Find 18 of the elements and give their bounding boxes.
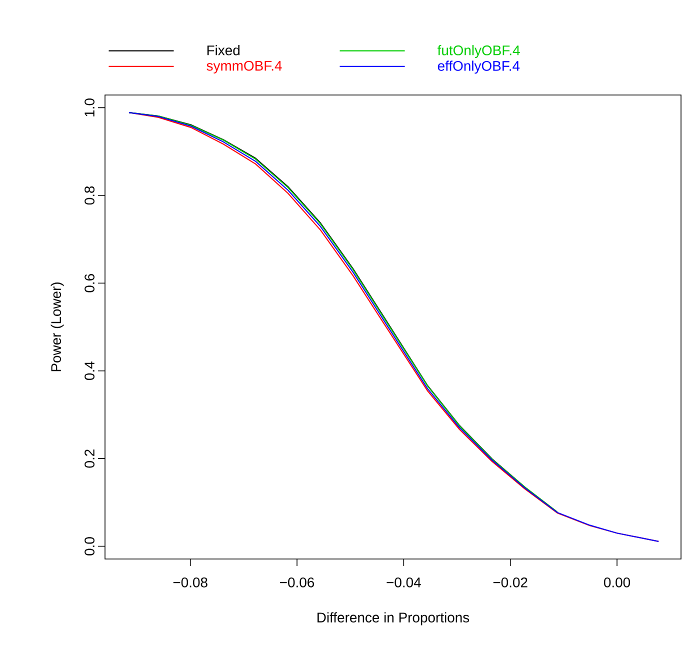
x-tick-label: −0.08 [173,577,208,588]
y-tick-label: 0.2 [84,450,94,468]
y-tick-label: 0.0 [84,537,94,556]
y-tick-label: 0.6 [84,274,94,292]
line-series [128,112,660,542]
x-axis-title: Difference in Proportions [318,612,470,626]
y-tick-label: 0.8 [84,186,94,205]
x-tick-label: −0.06 [280,577,314,588]
y-axis-title: Power (Lower) [50,282,64,372]
legend-label: futOnlyOBF.4 [438,45,520,58]
x-tick-label: −0.02 [493,577,528,588]
y-tick-label: 0.4 [84,362,94,380]
x-tick-label: 0.00 [604,577,630,588]
x-tick-label: −0.04 [386,577,421,588]
legend-label: symmOBF.4 [206,60,282,74]
text: Fixed [207,45,240,56]
y-tick-label: 1.0 [84,98,94,116]
legend-label: effOnlyOBF.4 [438,60,520,74]
